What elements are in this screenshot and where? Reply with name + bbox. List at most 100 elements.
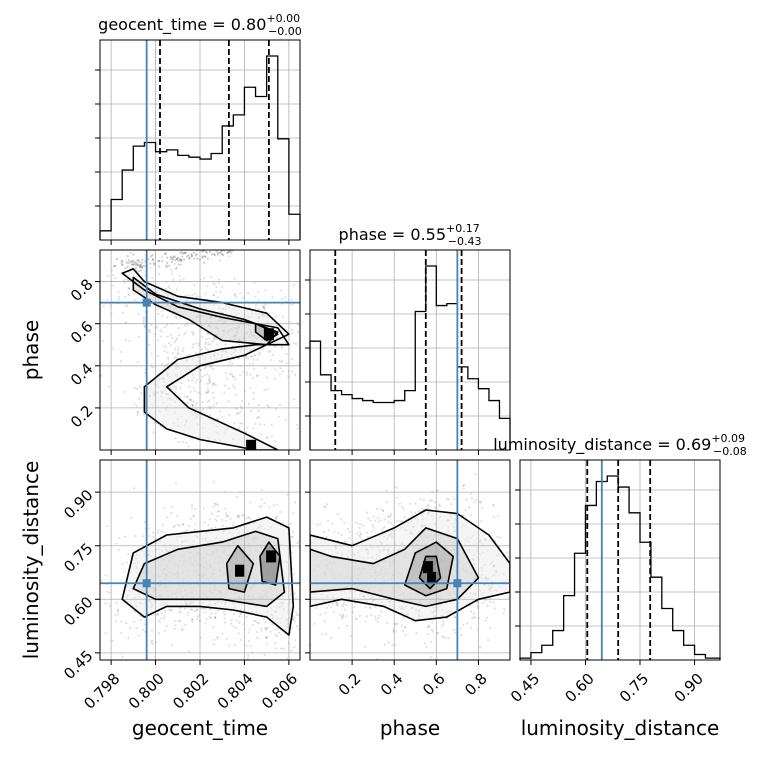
- phase_vs_geocent_time-scatter-point: [208, 250, 212, 253]
- distance_vs_geocent_time-scatter-point: [257, 622, 261, 625]
- distance_vs_geocent_time-truth-marker: [142, 579, 151, 588]
- phase_vs_geocent_time-scatter-point: [191, 346, 194, 349]
- distance_vs_phase-scatter-point: [468, 506, 471, 509]
- phase_vs_geocent_time-scatter-point: [256, 415, 260, 418]
- phase_vs_geocent_time-scatter-point: [186, 324, 189, 327]
- phase_vs_geocent_time-scatter-point: [252, 391, 255, 395]
- distance_vs_geocent_time-scatter-point: [249, 517, 252, 520]
- distance_vs_phase-scatter-point: [323, 620, 326, 623]
- distance_vs_geocent_time-scatter-point: [191, 514, 195, 517]
- distance_vs_geocent_time-scatter-point: [260, 505, 263, 508]
- phase_vs_geocent_time-scatter-point: [230, 373, 233, 376]
- phase_vs_geocent_time-scatter-point: [206, 332, 209, 336]
- phase_vs_geocent_time-scatter-point: [208, 378, 211, 381]
- phase_vs_geocent_time-scatter-point: [136, 410, 140, 413]
- distance_vs_phase-scatter-point: [327, 528, 330, 532]
- distance_vs_phase-scatter-point: [524, 583, 526, 585]
- phase_vs_geocent_time-scatter-point: [137, 258, 140, 262]
- distance_vs_geocent_time-scatter-point: [286, 657, 289, 660]
- phase_vs_geocent_time-scatter-point: [148, 329, 151, 332]
- phase_vs_geocent_time-scatter-point: [278, 359, 281, 362]
- distance_vs_phase-scatter-point: [331, 522, 334, 525]
- phase_vs_geocent_time-scatter-point: [212, 396, 215, 399]
- distance_vs_phase-scatter-point: [345, 624, 348, 628]
- phase_vs_geocent_time-scatter-point: [238, 426, 241, 430]
- phase_vs_geocent_time-scatter-point: [212, 404, 216, 407]
- phase_vs_geocent_time-scatter-point: [125, 304, 129, 307]
- distance_vs_geocent_time-scatter-point: [290, 551, 293, 554]
- phase_vs_geocent_time-scatter-point: [296, 330, 300, 333]
- phase_vs_geocent_time-scatter-point: [214, 383, 217, 386]
- phase_vs_geocent_time-scatter-point: [179, 251, 182, 255]
- distance_vs_geocent_time-scatter-point: [191, 620, 194, 624]
- phase_vs_geocent_time-scatter-point: [191, 379, 194, 382]
- distance_vs_phase-scatter-point: [469, 492, 472, 495]
- geocent-x-xtick-label: 0.802: [169, 670, 212, 713]
- phase_vs_geocent_time-scatter-point: [205, 391, 208, 395]
- phase_vs_geocent_time-scatter-point: [224, 343, 227, 346]
- phase-x-xtick-label: 0.8: [461, 670, 491, 700]
- distance_vs_geocent_time-scatter-point: [239, 638, 242, 642]
- distance_vs_phase-scatter-point: [354, 617, 357, 621]
- distance_vs_geocent_time-scatter-point: [170, 512, 173, 515]
- distance_vs_geocent_time-scatter-point: [303, 553, 305, 555]
- phase_vs_geocent_time-scatter-point: [128, 279, 131, 282]
- phase_vs_geocent_time-scatter-point: [127, 261, 130, 264]
- phase_vs_geocent_time-scatter-point: [161, 256, 164, 259]
- distance_vs_geocent_time-scatter-point: [173, 627, 176, 631]
- phase_vs_geocent_time-scatter-point: [224, 384, 227, 387]
- distance_vs_geocent_time-scatter-point: [157, 632, 161, 635]
- phase_vs_geocent_time-scatter-point: [290, 303, 293, 306]
- distance_vs_phase-scatter-point: [402, 629, 405, 632]
- phase_vs_geocent_time-scatter-point: [217, 248, 219, 250]
- distance_vs_geocent_time-scatter-point: [196, 615, 199, 619]
- distance_hist-title: luminosity_distance = 0.69+0.09 −0.08: [493, 432, 747, 458]
- distance_vs_geocent_time-scatter-point: [186, 613, 189, 617]
- phase_vs_geocent_time-scatter-point: [251, 376, 255, 380]
- phase-y-ytick-label: 0.8: [67, 275, 97, 305]
- distance_vs_geocent_time-scatter-point: [184, 623, 187, 626]
- phase_vs_geocent_time-contour-line: [254, 322, 279, 342]
- distance_vs_geocent_time-scatter-point: [129, 554, 132, 557]
- distance_vs_phase-contour-line: [310, 509, 510, 622]
- distance_vs_phase-scatter-point: [484, 619, 487, 622]
- distance_vs_phase-scatter-point: [346, 527, 349, 531]
- distance_vs_geocent_time-scatter-point: [170, 505, 173, 508]
- phase_vs_geocent_time-scatter-point: [199, 410, 203, 413]
- distance_vs_geocent_time-scatter-point: [293, 616, 296, 619]
- phase_vs_geocent_time-scatter-point: [121, 260, 124, 263]
- phase_vs_geocent_time-scatter-point: [237, 357, 240, 360]
- distance_vs_phase-scatter-point: [369, 614, 373, 617]
- phase_vs_geocent_time-scatter-point: [201, 401, 204, 404]
- phase_vs_geocent_time-scatter-point: [124, 267, 127, 270]
- phase_vs_geocent_time-scatter-point: [292, 283, 296, 287]
- distance_vs_geocent_time-scatter-point: [295, 611, 298, 614]
- distance_vs_geocent_time-scatter-point: [178, 524, 181, 527]
- distance_vs_phase-scatter-point: [470, 610, 473, 613]
- distance_vs_geocent_time-scatter-point: [210, 512, 214, 515]
- distance_vs_phase-scatter-point: [306, 606, 308, 608]
- phase_vs_geocent_time-scatter-point: [151, 254, 154, 257]
- distance_vs_phase-contour-line: [418, 555, 442, 590]
- distance_vs_phase-scatter-point: [360, 533, 363, 536]
- phase_vs_geocent_time-scatter-point: [102, 305, 105, 308]
- distance_vs_phase-scatter-point: [385, 489, 388, 492]
- phase_vs_geocent_time-scatter-point: [291, 332, 294, 335]
- distance_vs_geocent_time-scatter-point: [264, 627, 267, 630]
- distance_vs_geocent_time-contour-line: [225, 544, 255, 593]
- phase_vs_geocent_time-scatter-point: [137, 397, 140, 400]
- distance_vs_phase-scatter-point: [332, 602, 335, 605]
- phase_vs_geocent_time-scatter-point: [269, 350, 272, 353]
- distance_vs_phase-scatter-point: [355, 521, 358, 524]
- phase_vs_geocent_time-scatter-point: [177, 349, 180, 352]
- distance_vs_geocent_time-scatter-point: [105, 590, 108, 593]
- distance_vs_phase-scatter-point: [513, 533, 515, 535]
- phase_vs_geocent_time-scatter-point: [140, 261, 144, 264]
- distance_vs_phase-scatter-point: [401, 520, 404, 523]
- distance_vs_geocent_time-scatter-point: [168, 608, 171, 612]
- phase_vs_geocent_time-scatter-point: [245, 373, 248, 376]
- phase_vs_geocent_time-scatter-point: [185, 294, 188, 297]
- phase_vs_geocent_time-scatter-point: [183, 323, 187, 326]
- phase_vs_geocent_time-scatter-point: [225, 247, 227, 249]
- phase_vs_geocent_time-scatter-point: [193, 390, 196, 393]
